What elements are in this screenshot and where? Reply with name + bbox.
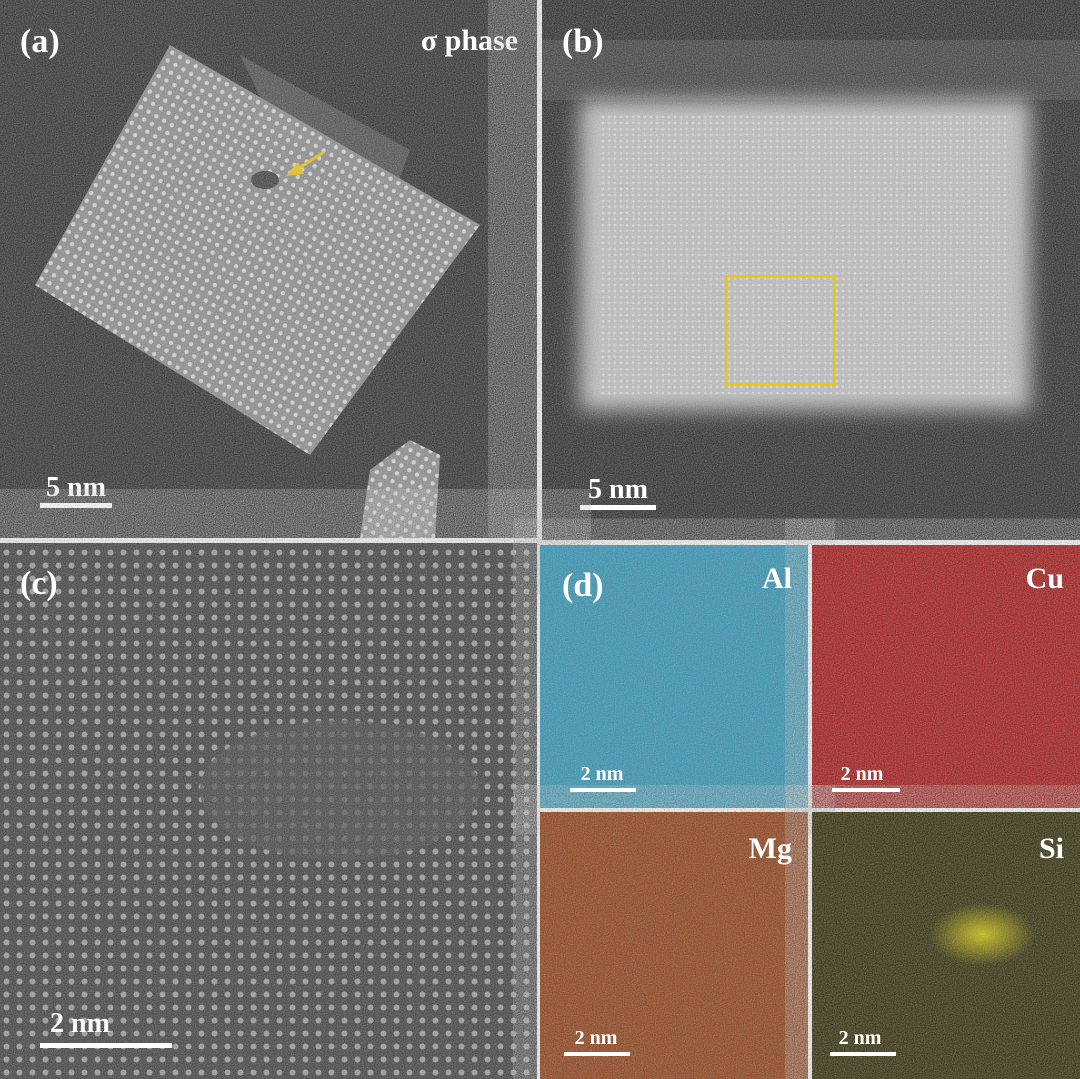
panel-label: (d) (562, 567, 604, 604)
scale-bar-label: 2 nm (581, 763, 624, 785)
scale-bar-label: 5 nm (588, 474, 648, 505)
scale-bar-label: 2 nm (50, 1008, 110, 1039)
panel-a: (a) σ phase 5 nm (0, 0, 537, 538)
scale-bar (830, 1052, 896, 1056)
phase-label: σ phase (421, 24, 518, 57)
element-label: Al (762, 562, 792, 595)
scale-bar (40, 503, 112, 508)
scale-bar (832, 788, 900, 792)
scale-bar-label: 2 nm (841, 763, 884, 785)
panel-label: (c) (20, 565, 58, 602)
panel-d: (d) Al Cu Mg Si 2 nm 2 nm 2 nm 2 nm (540, 545, 1080, 1079)
panel-c: (c) 2 nm (0, 543, 537, 1079)
scale-bar-label: 5 nm (46, 472, 106, 503)
scale-bar (40, 1043, 172, 1048)
scale-bar (570, 788, 636, 792)
element-label: Mg (749, 832, 792, 865)
scale-bar (564, 1052, 630, 1056)
element-label: Cu (1026, 562, 1064, 595)
scale-bar (580, 505, 656, 510)
element-label: Si (1039, 832, 1064, 865)
panel-label: (b) (562, 23, 604, 60)
scale-bar-label: 2 nm (575, 1027, 618, 1049)
scale-bar-label: 2 nm (839, 1027, 882, 1049)
panel-label: (a) (20, 23, 60, 60)
panel-b: (b) 5 nm (542, 0, 1080, 540)
